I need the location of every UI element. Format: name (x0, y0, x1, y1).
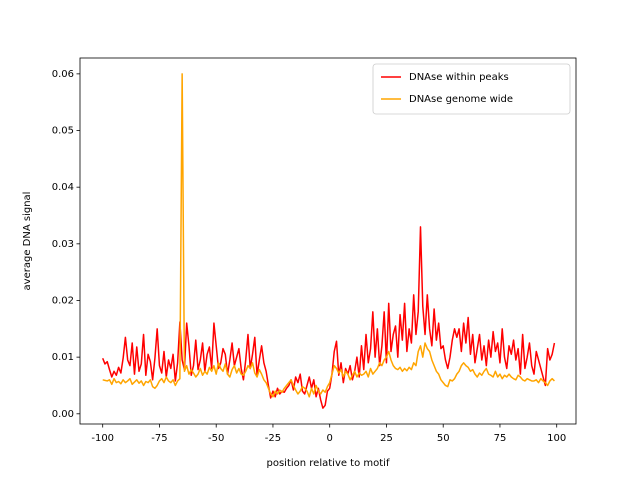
series-line (102, 226, 556, 409)
x-tick-label: 50 (437, 433, 450, 444)
legend-box (372, 63, 571, 115)
y-axis-label: average DNA signal (22, 192, 33, 291)
y-tick-label: 0.05 (52, 126, 74, 137)
x-tick-label: -25 (265, 433, 281, 444)
y-tick-label: 0.02 (52, 295, 74, 306)
legend-label: DNAse genome wide (409, 94, 513, 105)
series-line (102, 73, 555, 398)
legend-label: DNAse within peaks (409, 72, 509, 83)
x-tick-label: -100 (91, 433, 114, 444)
x-tick-label: 100 (547, 433, 566, 444)
x-tick-label: 25 (380, 433, 393, 444)
y-tick-label: 0.01 (52, 352, 74, 363)
x-tick-label: 0 (327, 433, 333, 444)
x-tick-label: -75 (151, 433, 167, 444)
y-tick-label: 0.03 (52, 239, 74, 250)
x-axis-label: position relative to motif (267, 458, 390, 469)
y-tick-label: 0.00 (52, 409, 74, 420)
x-tick-label: -50 (208, 433, 224, 444)
y-tick-label: 0.06 (52, 69, 74, 80)
x-tick-label: 75 (494, 433, 507, 444)
plot-frame (79, 57, 577, 425)
y-tick-label: 0.04 (52, 182, 74, 193)
